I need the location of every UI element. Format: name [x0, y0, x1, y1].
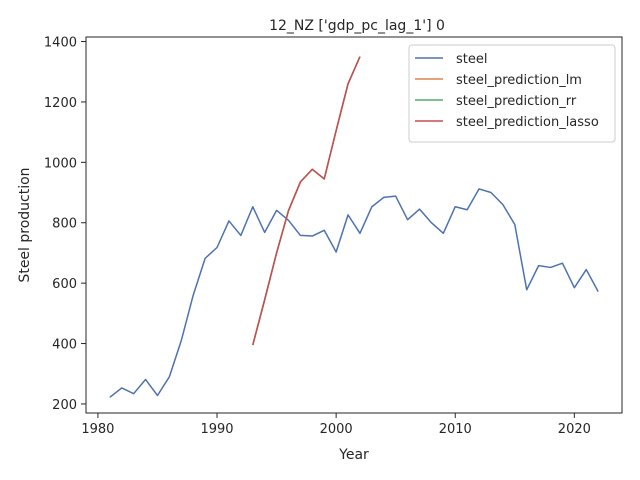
y-tick-label: 400 [52, 338, 77, 353]
legend-box [408, 44, 616, 143]
series-line-steel-prediction-lasso [252, 56, 361, 346]
legend: steel steel_prediction_lm steel_prediction… [408, 44, 616, 143]
y-tick-label: 1400 [44, 36, 77, 51]
x-tick-label: 1990 [200, 422, 233, 437]
legend-label-steel-prediction-lm: steel_prediction_lm [456, 73, 582, 88]
y-axis-label: Steel production [17, 167, 33, 282]
x-axis-label: Year [338, 447, 369, 463]
x-tick-label: 2020 [558, 422, 591, 437]
chart-title: 12_NZ ['gdp_pc_lag_1'] 0 [269, 18, 445, 34]
plot-frame [85, 36, 623, 414]
x-tick-label: 2010 [439, 422, 472, 437]
y-tick-label: 1000 [44, 156, 77, 171]
x-tick-label: 2000 [320, 422, 353, 437]
y-tick-label: 600 [52, 277, 77, 292]
legend-label-steel-prediction-rr: steel_prediction_rr [456, 94, 577, 109]
series-line-steel [109, 188, 599, 398]
y-tick-label: 1200 [44, 96, 77, 111]
series-layer [109, 56, 599, 398]
legend-label-steel-prediction-lasso: steel_prediction_lasso [456, 115, 599, 130]
legend-label-steel: steel [456, 52, 487, 67]
x-axis: 1980 1990 2000 2010 2020 [81, 413, 591, 437]
y-tick-label: 800 [52, 217, 77, 232]
y-tick-label: 200 [52, 398, 77, 413]
x-tick-label: 1980 [81, 422, 114, 437]
y-axis: 200 400 600 800 1000 1200 1400 [44, 36, 86, 413]
